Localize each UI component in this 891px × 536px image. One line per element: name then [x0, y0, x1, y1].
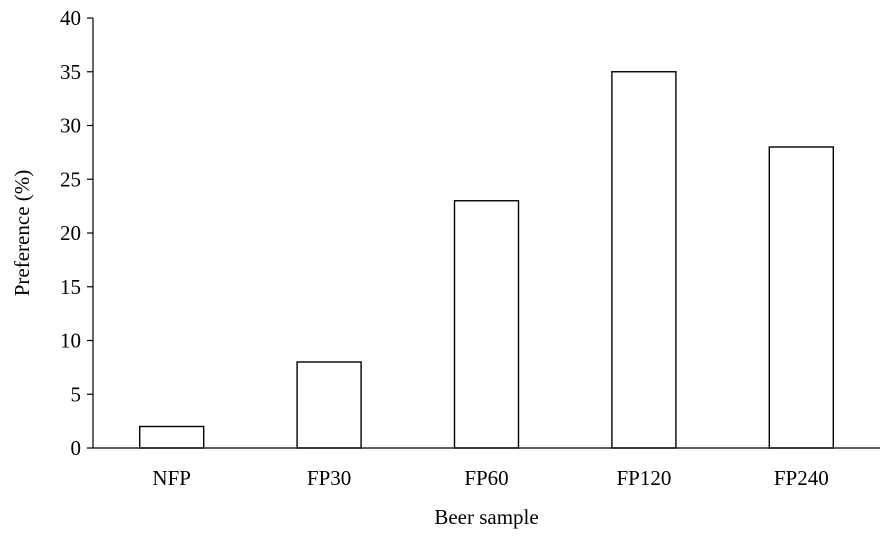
bar-fp120	[611, 71, 677, 449]
x-tick-label: FP60	[464, 466, 508, 490]
y-tick-label: 10	[60, 329, 81, 353]
bars	[138, 71, 834, 449]
x-axis-ticks: NFP FP30 FP60 FP120 FP240	[152, 466, 828, 490]
y-tick-label: 30	[60, 114, 81, 138]
y-tick-label: 40	[60, 6, 81, 30]
x-tick-label: NFP	[152, 466, 191, 490]
x-tick-label: FP120	[616, 466, 671, 490]
bar-fp240	[768, 146, 834, 449]
y-tick-label: 5	[71, 382, 82, 406]
y-tick-label: 20	[60, 221, 81, 245]
y-tick-label: 25	[60, 167, 81, 191]
bar-fp60	[453, 200, 520, 449]
x-tick-label: FP30	[307, 466, 351, 490]
bar-fp30	[296, 361, 362, 449]
x-tick-label: FP240	[774, 466, 829, 490]
y-axis-ticks: 0 5 10 15 20 25 30 35 40	[60, 6, 93, 460]
y-tick-label: 15	[60, 275, 81, 299]
x-axis-title: Beer sample	[434, 505, 538, 529]
y-tick-label: 0	[71, 436, 82, 460]
y-tick-label: 35	[60, 60, 81, 84]
y-axis-title: Preference (%)	[10, 170, 34, 297]
bar-nfp	[138, 425, 205, 449]
